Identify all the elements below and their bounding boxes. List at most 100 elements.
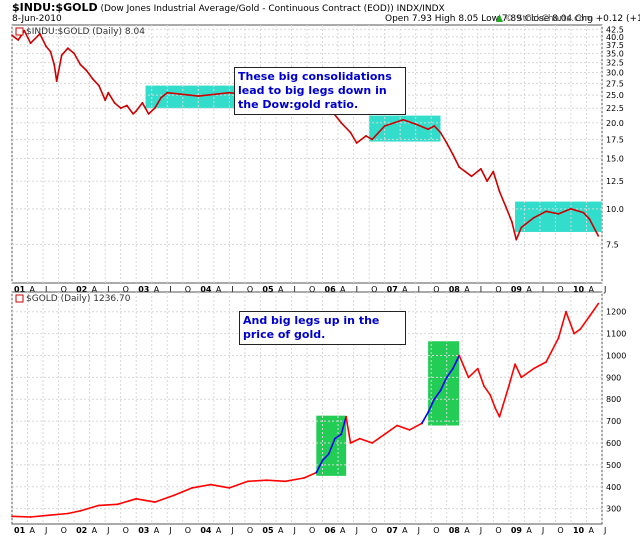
legend-swatch-icon bbox=[15, 294, 24, 303]
data-point-bottom bbox=[545, 361, 548, 363]
y-tick-label: 7.5 bbox=[606, 241, 619, 250]
data-point-bottom bbox=[476, 367, 479, 370]
data-point-bottom bbox=[98, 504, 100, 507]
data-point-top bbox=[445, 142, 448, 144]
data-point-bottom bbox=[573, 332, 575, 335]
data-point-top bbox=[504, 205, 507, 208]
x-tick-label: A bbox=[526, 285, 532, 294]
x-tick-label: J bbox=[292, 285, 295, 294]
y-tick-label: 12.5 bbox=[606, 177, 624, 186]
data-point-bottom bbox=[498, 415, 501, 418]
x-tick-label: O bbox=[495, 285, 501, 294]
y-tick-label: 17.5 bbox=[606, 135, 624, 144]
data-point-bottom bbox=[565, 310, 567, 313]
data-point-top bbox=[85, 69, 88, 72]
x-tick-label: J bbox=[106, 285, 109, 294]
x-tick-label: 05 bbox=[262, 526, 274, 535]
x-tick-label: 08 bbox=[449, 526, 461, 535]
x-tick-label: A bbox=[92, 526, 98, 535]
data-point-top bbox=[29, 42, 32, 45]
shaded-region-top-2 bbox=[515, 201, 602, 232]
x-tick-label: A bbox=[588, 526, 594, 535]
data-point-top bbox=[91, 77, 94, 80]
data-point-bottom bbox=[371, 442, 374, 444]
data-point-top bbox=[53, 63, 56, 66]
data-point-top bbox=[66, 47, 69, 50]
data-point-bottom bbox=[579, 328, 582, 331]
data-point-top bbox=[104, 99, 107, 102]
x-tick-label: O bbox=[247, 526, 253, 535]
x-tick-label: A bbox=[340, 526, 346, 535]
x-tick-label: J bbox=[541, 285, 544, 294]
data-point-bottom bbox=[433, 398, 436, 401]
x-tick-label: J bbox=[44, 526, 47, 535]
x-tick-label: A bbox=[154, 526, 160, 535]
data-point-top bbox=[135, 110, 138, 112]
data-point-bottom bbox=[153, 501, 156, 504]
data-point-top bbox=[433, 125, 436, 127]
data-point-top bbox=[414, 123, 417, 125]
x-tick-label: 10 bbox=[573, 285, 585, 294]
x-tick-label: O bbox=[61, 285, 67, 294]
data-point-top bbox=[160, 96, 162, 99]
data-point-top bbox=[511, 220, 513, 223]
y-tick-label: 900 bbox=[606, 373, 621, 382]
y-tick-label: 30.0 bbox=[606, 69, 624, 78]
data-point-top bbox=[17, 39, 20, 41]
x-tick-label: J bbox=[417, 285, 420, 294]
x-tick-label: A bbox=[216, 285, 222, 294]
data-point-bottom bbox=[321, 459, 324, 462]
x-tick-label: A bbox=[402, 526, 408, 535]
y-tick-label: 32.5 bbox=[606, 59, 624, 68]
x-tick-label: 02 bbox=[76, 526, 87, 535]
data-point-top bbox=[166, 91, 169, 94]
data-point-bottom bbox=[349, 442, 352, 444]
data-point-top bbox=[458, 166, 461, 168]
x-tick-label: 07 bbox=[387, 285, 398, 294]
x-tick-label: A bbox=[30, 526, 36, 535]
y-tick-label: 700 bbox=[606, 417, 621, 426]
x-tick-label: A bbox=[30, 285, 36, 294]
data-point-top bbox=[340, 121, 343, 124]
data-point-bottom bbox=[345, 415, 348, 418]
x-tick-label: 02 bbox=[76, 285, 87, 294]
x-tick-label: J bbox=[603, 285, 606, 294]
x-tick-label: 06 bbox=[325, 526, 337, 535]
x-tick-label: O bbox=[309, 526, 315, 535]
data-point-top bbox=[452, 153, 454, 156]
data-point-bottom bbox=[191, 486, 194, 489]
data-point-top bbox=[153, 107, 156, 110]
x-tick-label: O bbox=[433, 285, 439, 294]
data-point-bottom bbox=[489, 393, 492, 396]
x-tick-label: A bbox=[278, 526, 284, 535]
y-tick-label: 37.5 bbox=[606, 41, 624, 50]
y-tick-label: 10.0 bbox=[606, 205, 624, 214]
x-tick-label: A bbox=[154, 285, 160, 294]
data-point-bottom bbox=[427, 411, 430, 414]
x-tick-label: 06 bbox=[325, 285, 337, 294]
legend-swatch-icon bbox=[15, 27, 24, 36]
date-label: 8-Jun-2010 bbox=[12, 14, 62, 24]
data-point-top bbox=[55, 80, 58, 82]
x-tick-label: O bbox=[247, 285, 253, 294]
data-point-top bbox=[557, 212, 560, 215]
x-tick-label: J bbox=[479, 285, 482, 294]
data-point-top bbox=[470, 175, 473, 178]
data-point-bottom bbox=[458, 354, 461, 357]
x-tick-label: O bbox=[123, 526, 129, 535]
y-tick-label: 15.0 bbox=[606, 155, 624, 164]
data-point-top bbox=[39, 32, 41, 35]
data-point-bottom bbox=[228, 486, 231, 489]
data-point-bottom bbox=[452, 367, 454, 370]
data-point-top bbox=[45, 45, 48, 48]
data-point-bottom bbox=[445, 376, 448, 379]
y-tick-label: 400 bbox=[606, 483, 621, 492]
x-tick-label: A bbox=[526, 526, 532, 535]
y-tick-label: 42.5 bbox=[606, 25, 624, 34]
x-tick-label: 03 bbox=[138, 285, 149, 294]
x-tick-label: 08 bbox=[449, 285, 461, 294]
data-point-top bbox=[73, 52, 76, 55]
data-point-top bbox=[125, 104, 128, 107]
data-point-top bbox=[141, 101, 144, 104]
y-tick-label: 300 bbox=[606, 505, 621, 514]
